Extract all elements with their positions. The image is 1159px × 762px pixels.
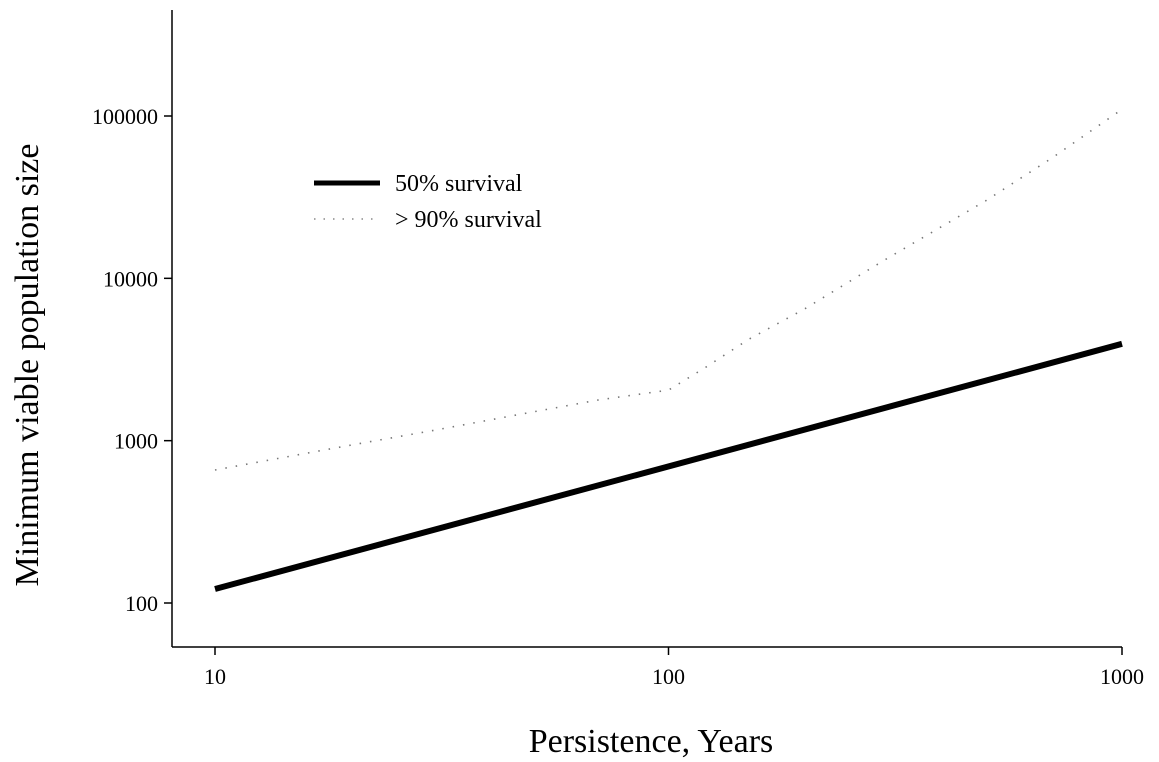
y-ticks: 100 1000 10000 100000 — [92, 104, 172, 616]
axes — [171, 10, 1122, 648]
x-axis-label: Persistence, Years — [529, 723, 774, 760]
y-axis-label: Minimum viable population size — [9, 144, 46, 587]
y-tick-label-100000: 100000 — [92, 104, 158, 129]
x-ticks: 10 100 1000 — [204, 647, 1144, 689]
legend-label-50-survival: 50% survival — [395, 171, 523, 197]
x-tick-label-10: 10 — [204, 664, 226, 689]
x-tick-label-100: 100 — [652, 664, 685, 689]
series-line-50-survival — [214, 340, 1123, 592]
y-tick-label-10000: 10000 — [103, 266, 158, 291]
y-tick-label-100: 100 — [125, 591, 158, 616]
legend-label-90-survival: > 90% survival — [395, 207, 542, 233]
series-line-90-survival — [214, 108, 1123, 471]
legend: 50% survival > 90% survival — [314, 171, 542, 233]
y-tick-label-1000: 1000 — [114, 429, 158, 454]
x-tick-label-1000: 1000 — [1100, 664, 1144, 689]
series-layer — [214, 108, 1123, 592]
